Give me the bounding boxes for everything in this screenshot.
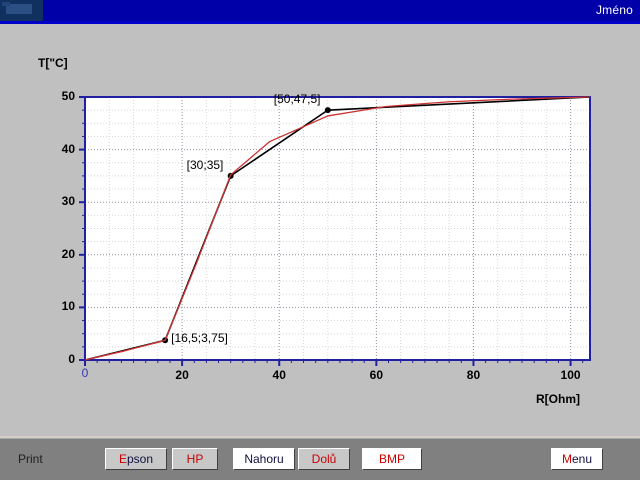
bmp-button-initial: B xyxy=(378,452,387,466)
bmp-button-label: MP xyxy=(387,452,405,466)
title-bar-underline xyxy=(0,21,640,24)
x-tick-label: 0 xyxy=(81,366,89,380)
axis-tick-marks xyxy=(79,96,584,366)
major-gridlines xyxy=(85,96,590,360)
point-annotation: [50;47,5] xyxy=(273,92,321,107)
y-tick-label: 30 xyxy=(61,194,75,209)
x-tick-label: 100 xyxy=(560,368,581,382)
hp-button[interactable]: HP xyxy=(172,448,218,470)
menu-button-label: enu xyxy=(571,452,593,466)
x-tick-label: 20 xyxy=(175,368,189,382)
minor-gridlines xyxy=(85,97,590,360)
hp-button-initial: H xyxy=(186,452,196,466)
dolu-button[interactable]: Dolů xyxy=(298,448,350,470)
point-annotation: [30;35] xyxy=(186,157,224,172)
app-logo-icon xyxy=(0,0,43,21)
y-tick-label: 50 xyxy=(61,89,75,103)
menu-button[interactable]: Menu xyxy=(551,448,603,470)
menu-button-initial: M xyxy=(561,452,572,466)
nahoru-button-initial: N xyxy=(244,452,253,466)
x-axis-title: R[Ohm] xyxy=(536,392,580,406)
plot-svg xyxy=(79,96,591,366)
data-point-marker xyxy=(324,107,331,114)
nahoru-button[interactable]: Nahoru xyxy=(233,448,295,470)
bottom-toolbar: Print Epson HP Nahoru Dolů BMP Menu xyxy=(0,436,640,480)
window-title: Jméno xyxy=(595,3,633,17)
main-content: T["C] R[Ohm] 0 10 20 30 40 50 0 20 40 60 80 100 [1… xyxy=(0,24,640,436)
chart-area: T["C] R[Ohm] 0 10 20 30 40 50 0 20 40 60 80 100 [1… xyxy=(0,24,640,436)
y-tick-label: 0 xyxy=(68,352,75,366)
x-tick-label: 60 xyxy=(369,368,384,382)
x-tick-label: 80 xyxy=(466,368,481,382)
print-label: Print xyxy=(18,452,43,466)
hp-button-label: P xyxy=(195,452,204,466)
y-axis-title: T["C] xyxy=(38,56,68,70)
y-tick-label: 10 xyxy=(61,299,75,314)
nahoru-button-label: ahoru xyxy=(252,452,284,466)
toolbar-divider xyxy=(0,438,640,439)
epson-button[interactable]: Epson xyxy=(105,448,167,470)
epson-button-label: pson xyxy=(126,452,154,466)
dolu-button-label: olů xyxy=(320,452,337,466)
title-bar: Jméno xyxy=(0,0,640,21)
bmp-button[interactable]: BMP xyxy=(362,448,422,470)
series-line-reference xyxy=(84,96,591,361)
y-tick-label: 20 xyxy=(61,246,75,261)
x-tick-label: 40 xyxy=(272,368,286,382)
point-annotation: [16,5;3,75] xyxy=(171,331,228,346)
y-tick-label: 40 xyxy=(61,141,75,156)
epson-button-initial: E xyxy=(118,452,127,466)
dolu-button-initial: D xyxy=(311,452,321,466)
